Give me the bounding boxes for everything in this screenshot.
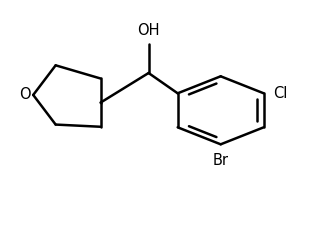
Text: OH: OH [137,23,160,38]
Text: O: O [19,88,31,102]
Text: Br: Br [213,153,229,168]
Text: Cl: Cl [273,86,288,101]
